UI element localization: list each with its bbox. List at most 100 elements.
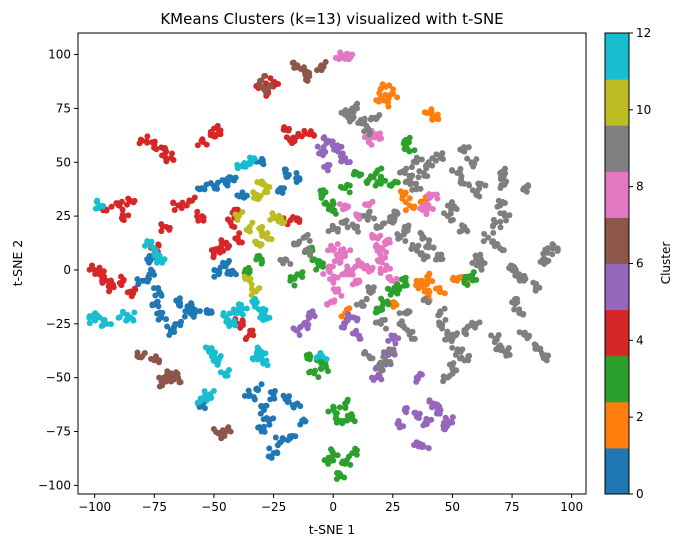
data-point-cluster-7	[349, 271, 356, 278]
data-point-cluster-10	[264, 189, 271, 196]
data-point-cluster-4	[263, 80, 270, 87]
data-point-cluster-11	[317, 350, 324, 357]
data-point-cluster-10	[264, 230, 271, 237]
colorbar-tick-label: 4	[636, 333, 644, 347]
x-tick-label: −25	[261, 500, 286, 514]
data-point-cluster-3	[470, 269, 477, 276]
data-point-cluster-4	[151, 144, 158, 151]
data-point-cluster-11	[259, 310, 266, 317]
data-point-cluster-9	[497, 224, 504, 231]
data-point-cluster-7	[365, 268, 372, 275]
y-axis-ticks: −100 −75 −50 −25 0 25 50 75 100	[38, 48, 78, 492]
data-point-cluster-4	[295, 216, 302, 223]
data-point-cluster-4	[225, 216, 232, 223]
data-point-cluster-2	[338, 313, 345, 320]
data-point-cluster-0	[203, 181, 210, 188]
data-point-cluster-5	[425, 445, 432, 452]
data-point-cluster-11	[237, 309, 244, 316]
data-point-cluster-7	[331, 274, 338, 281]
data-point-cluster-3	[318, 360, 325, 367]
data-point-cluster-9	[360, 302, 367, 309]
data-point-cluster-3	[348, 411, 355, 418]
data-point-cluster-4	[166, 226, 173, 233]
data-point-cluster-0	[159, 309, 166, 316]
data-point-cluster-9	[387, 214, 394, 221]
data-point-cluster-9	[420, 297, 427, 304]
data-point-cluster-9	[466, 352, 473, 359]
data-point-cluster-9	[475, 180, 482, 187]
data-point-cluster-9	[429, 162, 436, 169]
data-point-cluster-9	[296, 238, 303, 245]
data-point-cluster-6	[159, 382, 166, 389]
data-point-cluster-3	[316, 258, 323, 265]
data-point-cluster-7	[331, 297, 338, 304]
colorbar-segment	[605, 447, 629, 495]
data-point-cluster-7	[340, 249, 347, 256]
data-point-cluster-4	[194, 142, 201, 149]
data-point-cluster-9	[372, 319, 379, 326]
data-point-cluster-4	[238, 239, 245, 246]
data-point-cluster-9	[393, 209, 400, 216]
data-point-cluster-6	[259, 85, 266, 92]
data-point-cluster-3	[347, 461, 354, 468]
data-point-cluster-0	[258, 403, 265, 410]
data-point-cluster-11	[243, 305, 250, 312]
data-point-cluster-10	[268, 236, 275, 243]
data-point-cluster-3	[322, 199, 329, 206]
data-point-cluster-9	[395, 235, 402, 242]
data-point-cluster-11	[131, 309, 138, 316]
data-point-cluster-0	[260, 416, 267, 423]
data-point-cluster-7	[344, 50, 351, 57]
y-tick-label: −50	[46, 371, 71, 385]
data-point-cluster-9	[499, 168, 506, 175]
data-point-cluster-9	[433, 151, 440, 158]
data-point-cluster-9	[439, 150, 446, 157]
data-point-cluster-2	[385, 95, 392, 102]
data-point-cluster-9	[394, 230, 401, 237]
data-point-cluster-3	[402, 281, 409, 288]
data-point-cluster-9	[543, 357, 550, 364]
data-point-cluster-9	[329, 222, 336, 229]
data-point-cluster-3	[392, 178, 399, 185]
data-point-cluster-9	[524, 335, 531, 342]
data-point-cluster-2	[429, 116, 436, 123]
data-point-cluster-9	[521, 274, 528, 281]
data-point-cluster-6	[141, 349, 148, 356]
data-point-cluster-4	[210, 254, 217, 261]
data-point-cluster-4	[243, 334, 250, 341]
data-point-cluster-9	[415, 242, 422, 249]
data-point-cluster-0	[181, 313, 188, 320]
data-point-cluster-9	[426, 237, 433, 244]
data-point-cluster-3	[333, 419, 340, 426]
data-point-cluster-9	[490, 222, 497, 229]
data-point-cluster-10	[236, 212, 243, 219]
data-point-cluster-9	[456, 355, 463, 362]
data-point-cluster-9	[485, 234, 492, 241]
data-point-cluster-5	[423, 415, 430, 422]
data-point-cluster-5	[337, 153, 344, 160]
data-point-cluster-9	[354, 223, 361, 230]
data-point-cluster-6	[261, 73, 268, 80]
data-point-cluster-11	[148, 238, 155, 245]
data-point-cluster-3	[346, 189, 353, 196]
data-point-cluster-3	[329, 198, 336, 205]
data-point-cluster-11	[141, 242, 148, 249]
data-point-cluster-5	[344, 317, 351, 324]
colorbar-segment	[605, 125, 629, 172]
data-point-cluster-9	[537, 345, 544, 352]
data-point-cluster-9	[477, 251, 484, 258]
data-point-cluster-0	[297, 421, 304, 428]
y-tick-label: −25	[46, 317, 71, 331]
data-point-cluster-4	[179, 199, 186, 206]
data-point-cluster-2	[434, 111, 441, 118]
data-point-cluster-6	[322, 59, 329, 66]
data-point-cluster-9	[353, 301, 360, 308]
data-point-cluster-3	[336, 473, 343, 480]
data-point-cluster-7	[356, 215, 363, 222]
data-point-cluster-9	[473, 156, 480, 163]
data-point-cluster-4	[170, 199, 177, 206]
data-point-cluster-9	[521, 329, 528, 336]
data-point-cluster-9	[416, 168, 423, 175]
data-point-cluster-9	[442, 316, 449, 323]
data-point-cluster-3	[352, 448, 359, 455]
